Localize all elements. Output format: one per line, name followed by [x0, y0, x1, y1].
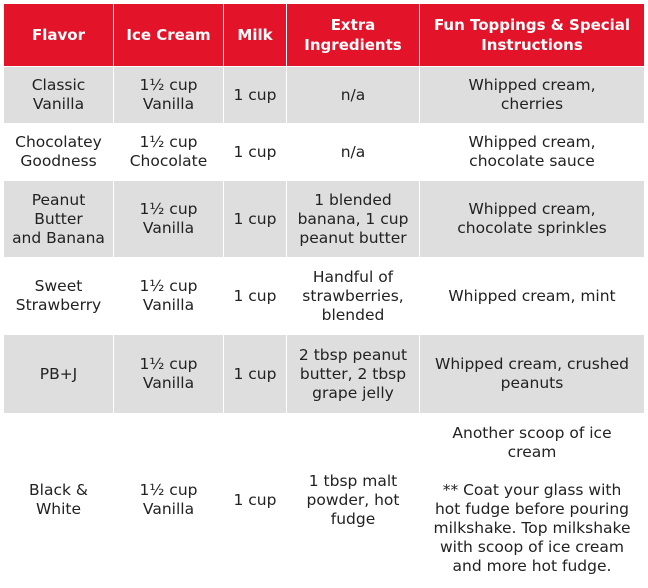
cell-ice-cream: 1½ cup Vanilla [113, 334, 224, 414]
cell-milk: 1 cup [223, 123, 287, 181]
cell-toppings: Whipped cream, mint [419, 257, 645, 335]
cell-extra: 1 tbsp malt powder, hot fudge [286, 413, 420, 587]
milkshake-recipe-table: Flavor Ice Cream Milk Extra Ingredients … [3, 3, 645, 587]
note-spacer [424, 462, 640, 481]
cell-extra: 1 blended banana, 1 cup peanut butter [286, 180, 420, 258]
cell-flavor: Peanut Butter and Banana [3, 180, 114, 258]
table-row: Classic Vanilla 1½ cup Vanilla 1 cup n/a… [3, 66, 645, 124]
cell-toppings: Another scoop of ice cream ** Coat your g… [419, 413, 645, 587]
cell-toppings: Whipped cream, cherries [419, 66, 645, 124]
header-row: Flavor Ice Cream Milk Extra Ingredients … [3, 3, 645, 67]
cell-milk: 1 cup [223, 66, 287, 124]
cell-ice-cream: 1½ cup Vanilla [113, 180, 224, 258]
cell-ice-cream: 1½ cup Vanilla [113, 257, 224, 335]
cell-toppings: Whipped cream, chocolate sauce [419, 123, 645, 181]
cell-flavor: Chocolatey Goodness [3, 123, 114, 181]
header-flavor: Flavor [3, 3, 114, 67]
header-extra-ingredients: Extra Ingredients [286, 3, 420, 67]
cell-ice-cream: 1½ cup Vanilla [113, 66, 224, 124]
table-row: Peanut Butter and Banana 1½ cup Vanilla … [3, 180, 645, 258]
table-row: PB+J 1½ cup Vanilla 1 cup 2 tbsp peanut … [3, 334, 645, 414]
cell-milk: 1 cup [223, 180, 287, 258]
cell-toppings: Whipped cream, crushed peanuts [419, 334, 645, 414]
cell-ice-cream: 1½ cup Vanilla [113, 413, 224, 587]
cell-toppings: Whipped cream, chocolate sprinkles [419, 180, 645, 258]
cell-extra: 2 tbsp peanut butter, 2 tbsp grape jelly [286, 334, 420, 414]
header-toppings: Fun Toppings & Special Instructions [419, 3, 645, 67]
cell-flavor: PB+J [3, 334, 114, 414]
table-row: Sweet Strawberry 1½ cup Vanilla 1 cup Ha… [3, 257, 645, 335]
cell-milk: 1 cup [223, 413, 287, 587]
toppings-text: Another scoop of ice cream [452, 424, 612, 461]
cell-flavor: Classic Vanilla [3, 66, 114, 124]
cell-flavor: Sweet Strawberry [3, 257, 114, 335]
cell-flavor: Black & White [3, 413, 114, 587]
cell-extra: n/a [286, 123, 420, 181]
cell-extra: Handful of strawberries, blended [286, 257, 420, 335]
header-ice-cream: Ice Cream [113, 3, 224, 67]
table-row: Chocolatey Goodness 1½ cup Chocolate 1 c… [3, 123, 645, 181]
cell-milk: 1 cup [223, 334, 287, 414]
header-milk: Milk [223, 3, 287, 67]
cell-milk: 1 cup [223, 257, 287, 335]
cell-ice-cream: 1½ cup Chocolate [113, 123, 224, 181]
special-instructions-note: ** Coat your glass with hot fudge before… [433, 481, 631, 575]
table-row: Black & White 1½ cup Vanilla 1 cup 1 tbs… [3, 413, 645, 587]
cell-extra: n/a [286, 66, 420, 124]
